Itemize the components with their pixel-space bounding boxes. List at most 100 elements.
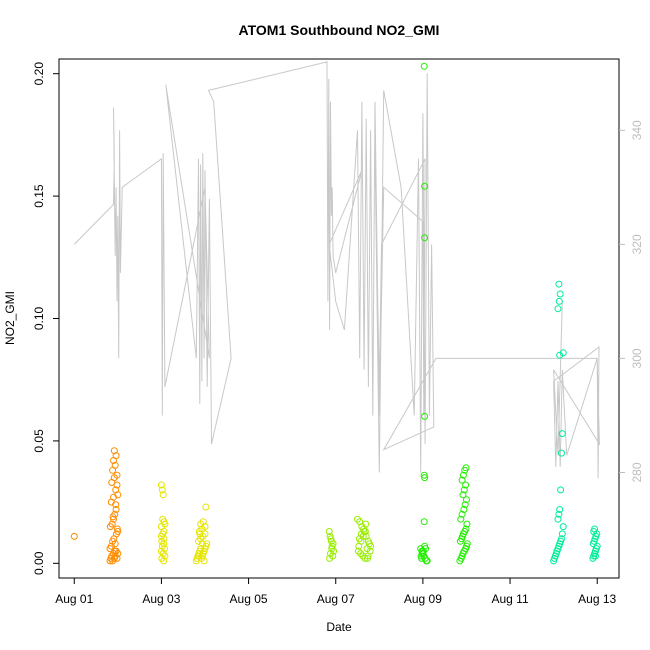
y-tick-label: 0.15 bbox=[32, 184, 46, 208]
data-point-series-2 bbox=[197, 535, 205, 543]
x-tick-label: Aug 03 bbox=[142, 592, 180, 606]
chart-title: ATOM1 Southbound NO2_GMI bbox=[239, 22, 440, 38]
data-point-series-1 bbox=[111, 461, 119, 469]
data-point-series-3 bbox=[362, 520, 370, 528]
data-point-series-5 bbox=[591, 525, 599, 533]
data-point-series-1 bbox=[112, 501, 120, 509]
data-point-series-4 bbox=[458, 476, 466, 484]
data-point-series-3 bbox=[366, 547, 374, 555]
secondary-y-axis: 280 300 320 340 bbox=[619, 120, 644, 483]
data-point-series-5 bbox=[559, 523, 567, 531]
data-point-series-4 bbox=[461, 501, 469, 509]
data-point-series-1 bbox=[112, 506, 120, 513]
data-point-series-4 bbox=[421, 234, 429, 242]
x-tick-label: Aug 07 bbox=[317, 592, 355, 606]
y-tick-label: 0.05 bbox=[32, 429, 46, 453]
data-point-series-5 bbox=[559, 349, 567, 357]
data-point-series-2 bbox=[159, 515, 167, 523]
x-tick-label: Aug 01 bbox=[55, 592, 93, 606]
x-axis: Aug 01 Aug 03 Aug 05 Aug 07 Aug 09 Aug 11 Aug … bbox=[55, 578, 617, 606]
data-point-series-4 bbox=[422, 545, 429, 553]
data-point-series-3 bbox=[325, 528, 333, 535]
x-tick-label: Aug 05 bbox=[230, 592, 268, 606]
data-point-series-4 bbox=[420, 471, 428, 479]
data-point-series-1 bbox=[114, 491, 122, 499]
data-point-series-4 bbox=[423, 557, 431, 565]
data-point-series-5 bbox=[555, 297, 563, 305]
data-point-series-5 bbox=[556, 351, 564, 359]
y-tick-label: 0.20 bbox=[32, 62, 46, 86]
data-point-series-3 bbox=[327, 535, 335, 543]
y2-tick-label: 340 bbox=[630, 120, 644, 140]
data-point-series-3 bbox=[364, 554, 371, 562]
data-point-series-2 bbox=[160, 557, 168, 565]
data-point-series-5 bbox=[558, 430, 566, 438]
data-point-series-5 bbox=[557, 486, 565, 494]
y-tick-label: 0.10 bbox=[32, 306, 46, 330]
data-point-series-4 bbox=[462, 481, 470, 489]
data-point-series-3 bbox=[326, 554, 334, 562]
data-point-series-1 bbox=[113, 554, 121, 562]
data-point-series-4 bbox=[457, 515, 465, 523]
data-point-series-3 bbox=[354, 547, 362, 555]
x-axis-label: Date bbox=[326, 620, 352, 634]
y-axis: 0.00 0.05 0.10 0.15 0.20 bbox=[32, 62, 59, 575]
data-point-series-5 bbox=[554, 305, 562, 313]
data-point-series-4 bbox=[463, 496, 470, 504]
data-point-series-4 bbox=[420, 62, 428, 70]
data-point-series-1 bbox=[112, 452, 120, 460]
data-point-series-2 bbox=[158, 486, 166, 494]
data-point-series-4 bbox=[421, 182, 429, 190]
data-point-series-4 bbox=[458, 510, 466, 518]
data-point-series-4 bbox=[460, 486, 468, 494]
data-point-series-4 bbox=[463, 520, 471, 528]
data-point-series-4 bbox=[462, 464, 470, 472]
data-point-series-1 bbox=[113, 525, 121, 533]
data-point-series-4 bbox=[421, 412, 429, 420]
y2-tick-label: 280 bbox=[630, 462, 644, 482]
data-point-series-2 bbox=[157, 481, 165, 489]
data-point-series-5 bbox=[558, 530, 566, 538]
x-tick-label: Aug 09 bbox=[404, 592, 442, 606]
data-point-series-4 bbox=[418, 554, 426, 562]
data-point-series-1 bbox=[70, 532, 78, 540]
data-point-series-4 bbox=[421, 474, 429, 482]
data-point-series-5 bbox=[592, 552, 599, 560]
data-point-series-2 bbox=[200, 557, 208, 565]
data-point-series-2 bbox=[203, 540, 211, 548]
data-point-series-2 bbox=[202, 503, 210, 511]
data-point-series-2 bbox=[196, 530, 204, 538]
x-tick-label: Aug 11 bbox=[491, 592, 528, 606]
data-point-series-1 bbox=[113, 471, 121, 479]
data-point-series-3 bbox=[365, 540, 373, 548]
data-point-series-2 bbox=[195, 552, 203, 560]
data-point-series-1 bbox=[109, 513, 117, 521]
y2-tick-label: 300 bbox=[630, 348, 644, 368]
trace-layer bbox=[73, 61, 600, 479]
data-point-series-2 bbox=[160, 528, 168, 535]
data-point-series-2 bbox=[201, 530, 209, 538]
data-point-series-1 bbox=[108, 520, 116, 528]
data-point-series-4 bbox=[460, 506, 468, 513]
data-point-series-4 bbox=[462, 525, 470, 533]
y-tick-label: 0.00 bbox=[32, 551, 46, 575]
data-point-series-3 bbox=[361, 528, 369, 535]
points-layer bbox=[70, 62, 601, 565]
data-point-series-1 bbox=[111, 547, 119, 555]
y2-tick-label: 320 bbox=[630, 234, 644, 254]
data-point-series-1 bbox=[113, 481, 121, 489]
data-point-series-1 bbox=[114, 528, 122, 535]
data-point-series-4 bbox=[459, 491, 467, 499]
data-point-series-5 bbox=[558, 535, 565, 543]
data-point-series-3 bbox=[328, 545, 336, 553]
data-point-series-4 bbox=[459, 471, 467, 479]
data-point-series-5 bbox=[556, 290, 564, 298]
x-tick-label: Aug 13 bbox=[578, 592, 616, 606]
data-point-series-5 bbox=[558, 449, 565, 457]
data-point-series-5 bbox=[555, 280, 563, 288]
data-point-series-1 bbox=[110, 447, 118, 455]
data-point-series-2 bbox=[158, 542, 166, 550]
data-point-series-4 bbox=[420, 518, 428, 526]
data-point-series-2 bbox=[199, 518, 207, 526]
